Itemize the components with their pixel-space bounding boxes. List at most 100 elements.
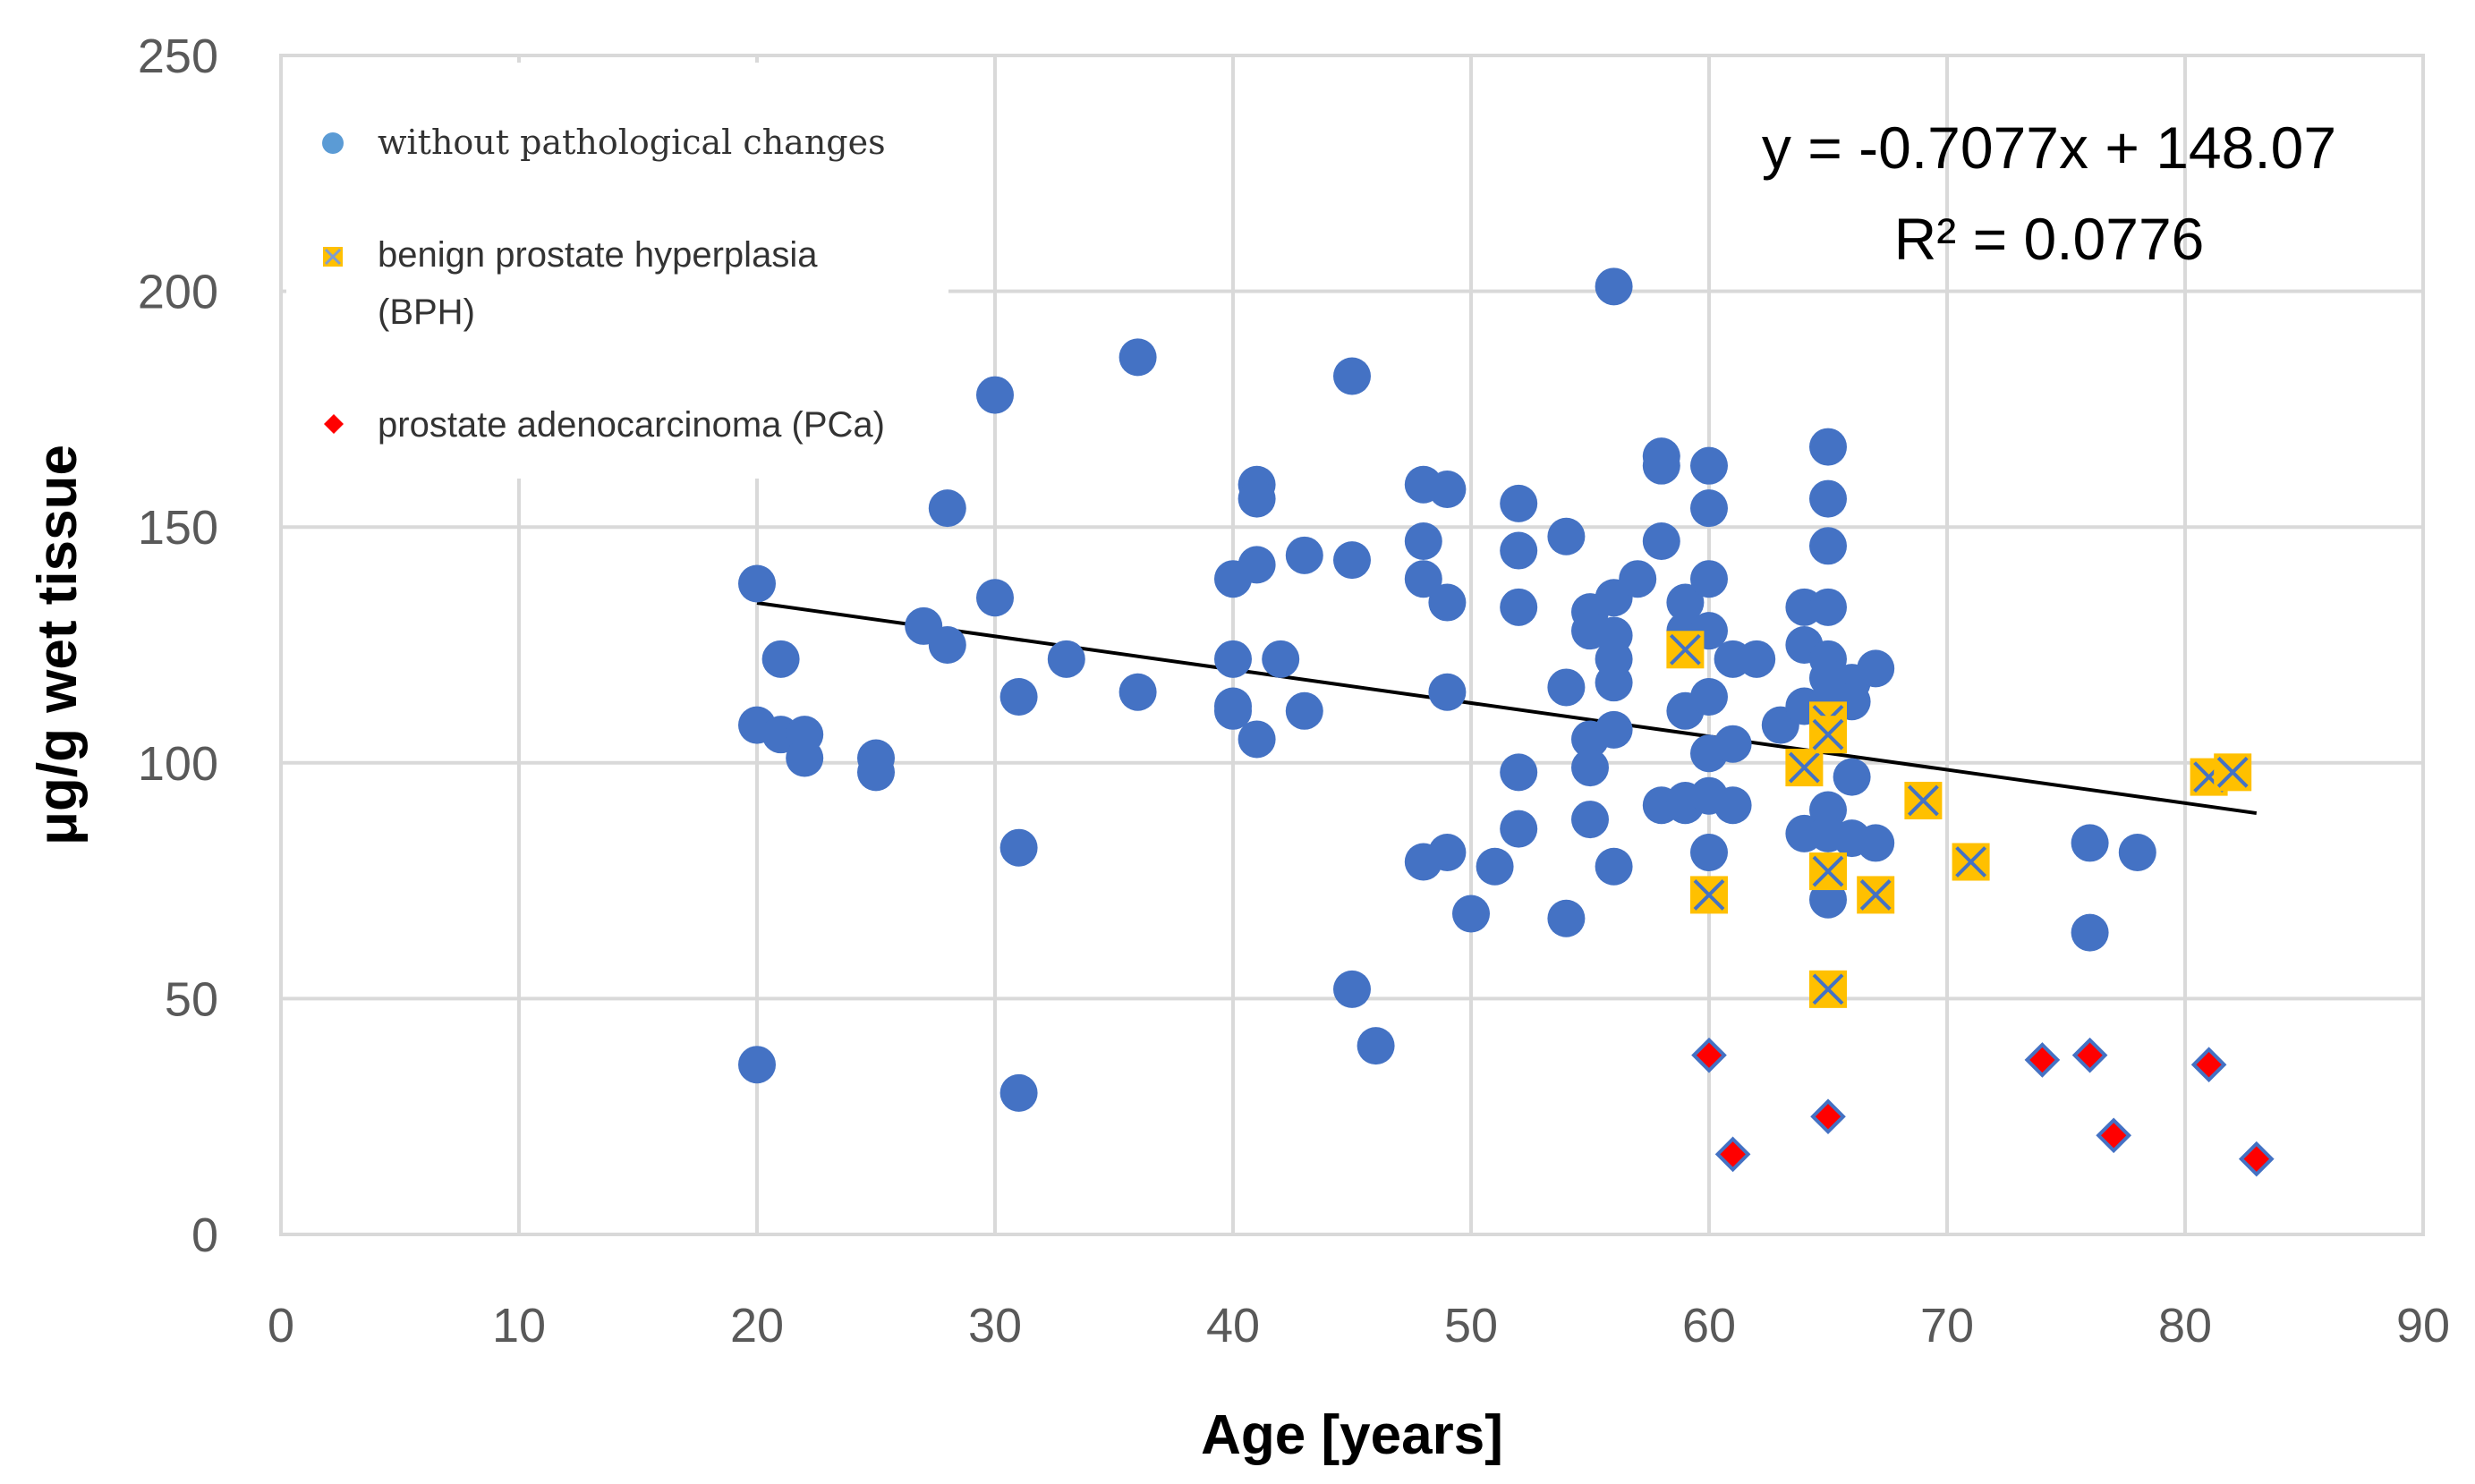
point-normal <box>1809 479 1847 518</box>
legend: without pathological changes benign pros… <box>286 63 948 479</box>
point-normal <box>976 376 1014 414</box>
point-normal <box>1428 833 1467 871</box>
legend-label-normal: without pathological changes <box>378 123 886 162</box>
point-normal <box>928 626 966 664</box>
point-normal <box>1428 673 1467 711</box>
plot-area-frame <box>279 54 2425 1236</box>
point-normal <box>1571 749 1609 787</box>
point-normal <box>1595 664 1633 702</box>
point-normal <box>1690 446 1728 485</box>
x-tick-label: 70 <box>1920 1299 1974 1353</box>
point-normal <box>1595 267 1633 306</box>
point-normal <box>1404 522 1442 561</box>
trendline-layer <box>756 601 2258 816</box>
y-axis-title: μg/g wet tissue <box>27 445 89 845</box>
point-pca <box>2238 1141 2275 1177</box>
point-normal <box>1809 588 1847 626</box>
x-tick-label: 40 <box>1206 1299 1260 1353</box>
x-tick-label: 30 <box>968 1299 1022 1353</box>
point-normal <box>1262 640 1300 678</box>
point-normal <box>1690 833 1728 871</box>
x-tick-label: 0 <box>268 1299 294 1353</box>
point-normal <box>1500 810 1538 848</box>
legend-marker-normal <box>322 132 344 154</box>
point-pca <box>2190 1047 2227 1083</box>
point-normal <box>1595 710 1633 749</box>
point-normal <box>761 640 800 678</box>
y-tick-label: 250 <box>138 30 218 83</box>
point-normal <box>1595 847 1633 886</box>
point-normal <box>1476 847 1514 886</box>
legend-marker-pca <box>324 414 344 434</box>
point-normal <box>1690 560 1728 598</box>
y-tick-label: 100 <box>138 737 218 791</box>
trendline-equation: y = -0.7077x + 148.07 <box>1762 114 2336 181</box>
point-bph <box>1809 852 1847 891</box>
legend-background <box>286 63 948 479</box>
point-bph <box>1809 716 1847 754</box>
point-pca <box>1691 1037 1727 1073</box>
point-normal <box>1333 970 1371 1008</box>
legend-label-pca: prostate adenocarcinoma (PCa) <box>378 405 885 445</box>
point-normal <box>1690 677 1728 716</box>
point-normal <box>976 579 1014 617</box>
point-normal <box>1547 668 1586 707</box>
trendline <box>756 601 2258 816</box>
point-normal <box>1333 541 1371 580</box>
series-pca-points <box>1691 1037 2275 1177</box>
point-normal <box>1666 583 1705 622</box>
x-axis-title: Age [years] <box>1201 1404 1503 1466</box>
point-normal <box>786 739 824 777</box>
y-tick-label: 50 <box>165 972 218 1026</box>
point-normal <box>1452 895 1490 933</box>
point-normal <box>1238 546 1276 584</box>
point-pca <box>2071 1037 2108 1073</box>
point-normal <box>1047 640 1085 678</box>
point-normal <box>1571 801 1609 839</box>
point-normal <box>999 1073 1038 1112</box>
point-normal <box>857 753 895 792</box>
x-tick-label: 10 <box>492 1299 546 1353</box>
y-tick-label: 0 <box>191 1208 218 1262</box>
point-normal <box>1500 753 1538 792</box>
point-pca <box>2024 1042 2061 1078</box>
point-normal <box>1214 691 1252 730</box>
x-tick-label: 80 <box>2158 1299 2212 1353</box>
point-pca <box>2096 1117 2132 1154</box>
point-pca <box>1714 1136 1751 1173</box>
y-axis-tick-labels: 0 50 100 150 200 250 <box>138 30 218 1262</box>
point-normal <box>1238 479 1276 518</box>
legend-label-bph-line2: (BPH) <box>378 293 475 332</box>
point-normal <box>738 564 776 603</box>
y-tick-label: 200 <box>138 266 218 319</box>
point-normal <box>1285 536 1323 574</box>
point-normal <box>2071 913 2109 952</box>
legend-label-bph-line1: benign prostate hyperplasia <box>378 235 818 275</box>
point-normal <box>1428 471 1467 509</box>
point-bph <box>1904 781 1943 819</box>
point-normal <box>1833 758 1871 796</box>
trendline-r-squared: R² = 0.0776 <box>1894 206 2205 272</box>
point-normal <box>1714 725 1752 763</box>
x-tick-label: 50 <box>1444 1299 1498 1353</box>
point-normal <box>1500 531 1538 570</box>
point-normal <box>999 828 1038 867</box>
point-normal <box>999 677 1038 716</box>
point-normal <box>1238 720 1276 759</box>
point-normal <box>1333 357 1371 395</box>
point-normal <box>1714 786 1752 825</box>
point-normal <box>1690 489 1728 528</box>
point-bph <box>1857 876 1895 914</box>
point-normal <box>1642 522 1680 561</box>
point-normal <box>1642 446 1680 485</box>
point-normal <box>1118 338 1157 377</box>
point-normal <box>738 1046 776 1084</box>
point-normal <box>1857 649 1895 688</box>
point-bph <box>1809 970 1847 1008</box>
point-normal <box>1809 527 1847 565</box>
point-normal <box>2118 833 2156 871</box>
point-normal <box>1809 428 1847 466</box>
point-normal <box>1547 899 1586 937</box>
point-normal <box>928 489 966 528</box>
